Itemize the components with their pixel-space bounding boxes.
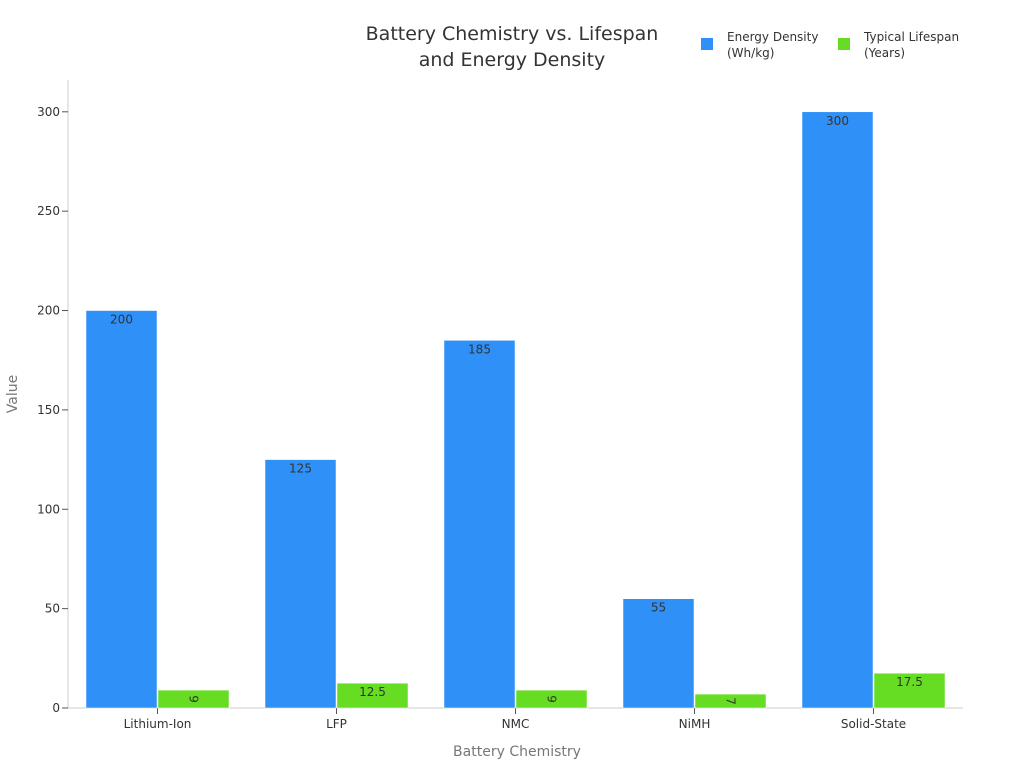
bar-data-label: 55: [651, 601, 666, 615]
chart-title: Battery Chemistry vs. Lifespan and Energ…: [366, 23, 659, 71]
bar-typical-lifespan: [336, 682, 409, 709]
x-tick-label: LFP: [326, 717, 347, 731]
bar-data-label: 9: [187, 695, 201, 703]
legend-label-energy-density-line-1: Energy Density: [727, 30, 818, 44]
bar-energy-density: [801, 111, 874, 709]
bar-energy-density: [264, 459, 337, 709]
x-tick-label: NMC: [502, 717, 530, 731]
bar-data-label: 125: [289, 462, 312, 476]
chart-title-line-2: and Energy Density: [419, 49, 606, 71]
bar-data-label: 9: [545, 695, 559, 703]
y-axis-title: Value: [5, 375, 21, 413]
bar-energy-density: [443, 340, 516, 709]
x-axis: Lithium-Ion LFP NMC NiMH Solid-State: [68, 707, 963, 731]
legend-label-typical-lifespan-line-1: Typical Lifespan: [863, 30, 959, 44]
x-axis-title: Battery Chemistry: [453, 744, 581, 760]
y-tick-label: 300: [37, 105, 60, 119]
legend-label-energy-density-line-2: (Wh/kg): [727, 46, 774, 60]
bar-energy-density: [622, 598, 695, 709]
chart-title-line-1: Battery Chemistry vs. Lifespan: [366, 23, 659, 45]
y-axis: 0 50 100 150 200 250 300: [37, 80, 69, 715]
y-tick-label: 100: [37, 502, 60, 516]
bar-typical-lifespan: [157, 689, 230, 709]
y-tick-label: 250: [37, 204, 60, 218]
bar-data-label: 12.5: [359, 685, 386, 699]
legend: Energy Density (Wh/kg) Typical Lifespan …: [701, 30, 959, 60]
bar-typical-lifespan: [694, 693, 767, 709]
y-tick-label: 50: [45, 602, 60, 616]
bar-data-label: 200: [110, 313, 133, 327]
bar-data-label: 17.5: [896, 675, 923, 689]
bar-data-label: 7: [724, 697, 738, 705]
legend-swatch-typical-lifespan: [838, 38, 850, 50]
y-tick-label: 0: [52, 701, 60, 715]
bar-data-label: 300: [826, 114, 849, 128]
bar-data-label: 185: [468, 342, 491, 356]
y-tick-label: 150: [37, 403, 60, 417]
legend-swatch-energy-density: [701, 38, 713, 50]
x-tick-label: Solid-State: [841, 717, 906, 731]
bar-typical-lifespan: [873, 672, 946, 709]
y-tick-label: 200: [37, 304, 60, 318]
bars: 200 9 125 12.5 185 9 55 7 300 17.5: [85, 111, 946, 709]
legend-label-typical-lifespan-line-2: (Years): [864, 46, 905, 60]
bar-typical-lifespan: [515, 689, 588, 709]
bar-energy-density: [85, 310, 158, 709]
x-tick-label: Lithium-Ion: [124, 717, 192, 731]
x-tick-label: NiMH: [679, 717, 711, 731]
